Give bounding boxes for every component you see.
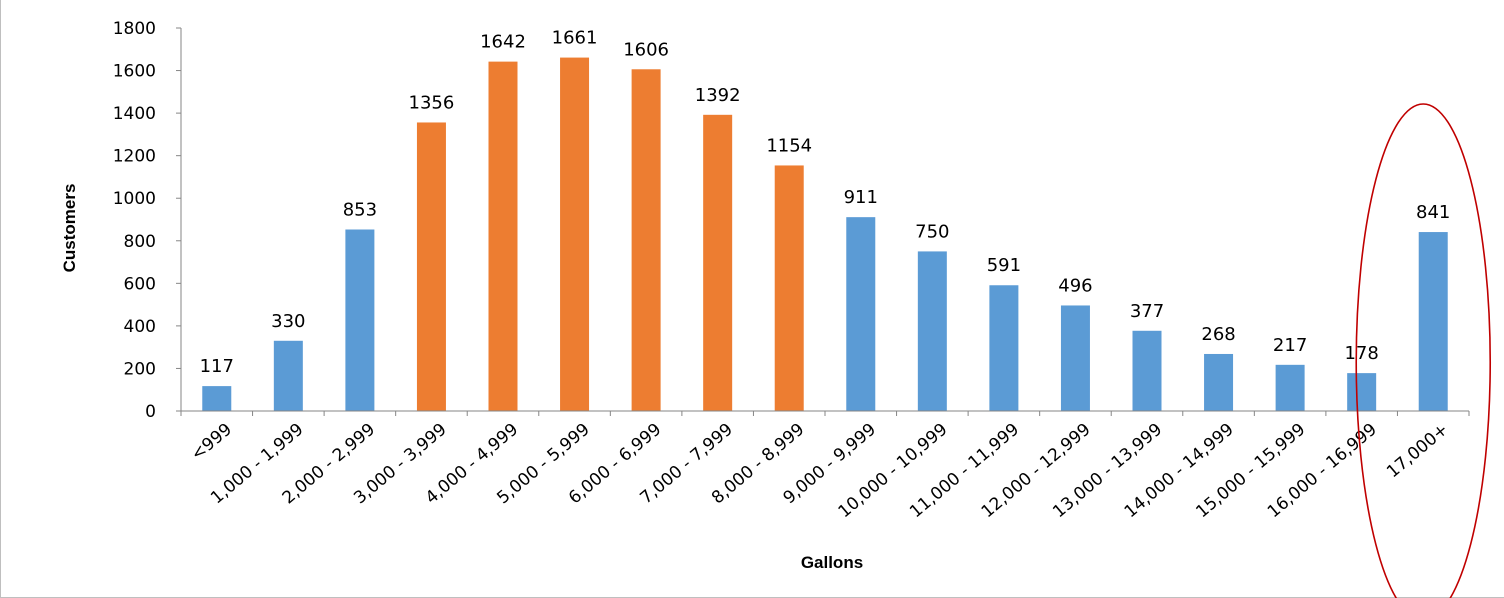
- highlight-ellipse: [1355, 103, 1492, 598]
- data-label: 268: [1201, 324, 1235, 345]
- y-axis-title: Customers: [60, 184, 79, 273]
- y-tick-label: 1400: [113, 104, 156, 124]
- data-label: 1356: [409, 92, 455, 113]
- data-label: 853: [343, 200, 377, 221]
- data-label: 1154: [766, 135, 812, 156]
- data-label: 496: [1058, 275, 1092, 296]
- y-tick-label: 400: [124, 317, 156, 337]
- bar: [917, 251, 947, 411]
- y-tick-label: 1800: [113, 19, 156, 39]
- bar: [1060, 305, 1090, 411]
- y-axis: 0 200 400 600 800 1000 1200 1400 1600 1800: [113, 19, 182, 422]
- bar: [631, 69, 661, 411]
- data-label: 841: [1416, 202, 1450, 223]
- bar: [488, 61, 518, 411]
- bar: [703, 114, 733, 412]
- data-label: 750: [915, 221, 949, 242]
- x-axis-title: Gallons: [801, 553, 863, 572]
- data-label: 178: [1344, 343, 1378, 364]
- y-tick-label: 0: [145, 402, 156, 422]
- bar: [1275, 364, 1305, 411]
- data-label: 330: [271, 311, 305, 332]
- bar: [1418, 232, 1448, 411]
- bar: [1204, 353, 1234, 411]
- y-tick-label: 1600: [113, 62, 156, 82]
- data-label: 1392: [695, 85, 741, 106]
- bar: [774, 165, 804, 411]
- data-label: 911: [844, 187, 878, 208]
- bar: [989, 285, 1019, 411]
- bar: [345, 229, 375, 411]
- data-label: 591: [987, 255, 1021, 276]
- bar: [1132, 330, 1162, 411]
- y-tick-label: 800: [124, 232, 156, 252]
- bar: [560, 57, 590, 411]
- bars: [202, 57, 1448, 412]
- data-labels: 117 330 853 1356 1642 1661 1606 1392 1154 911 750 5…: [200, 28, 1451, 378]
- annotation: [1355, 103, 1492, 598]
- data-label: 377: [1130, 301, 1164, 322]
- x-tick-label: 17,000+: [1383, 420, 1452, 483]
- y-tick-label: 600: [124, 274, 156, 294]
- bar: [273, 340, 303, 411]
- y-tick-label: 200: [124, 359, 156, 379]
- y-tick-label: 1000: [113, 189, 156, 209]
- bar: [1347, 373, 1377, 411]
- data-label: 1642: [480, 32, 526, 53]
- data-label: 217: [1273, 335, 1307, 356]
- bar: [416, 122, 446, 412]
- y-tick-label: 1200: [113, 147, 156, 167]
- data-label: 1661: [552, 28, 598, 49]
- bar: [202, 386, 232, 411]
- bar: [846, 217, 876, 411]
- x-tick-label: <999: [187, 420, 236, 465]
- data-label: 117: [200, 356, 234, 377]
- data-label: 1606: [623, 39, 669, 60]
